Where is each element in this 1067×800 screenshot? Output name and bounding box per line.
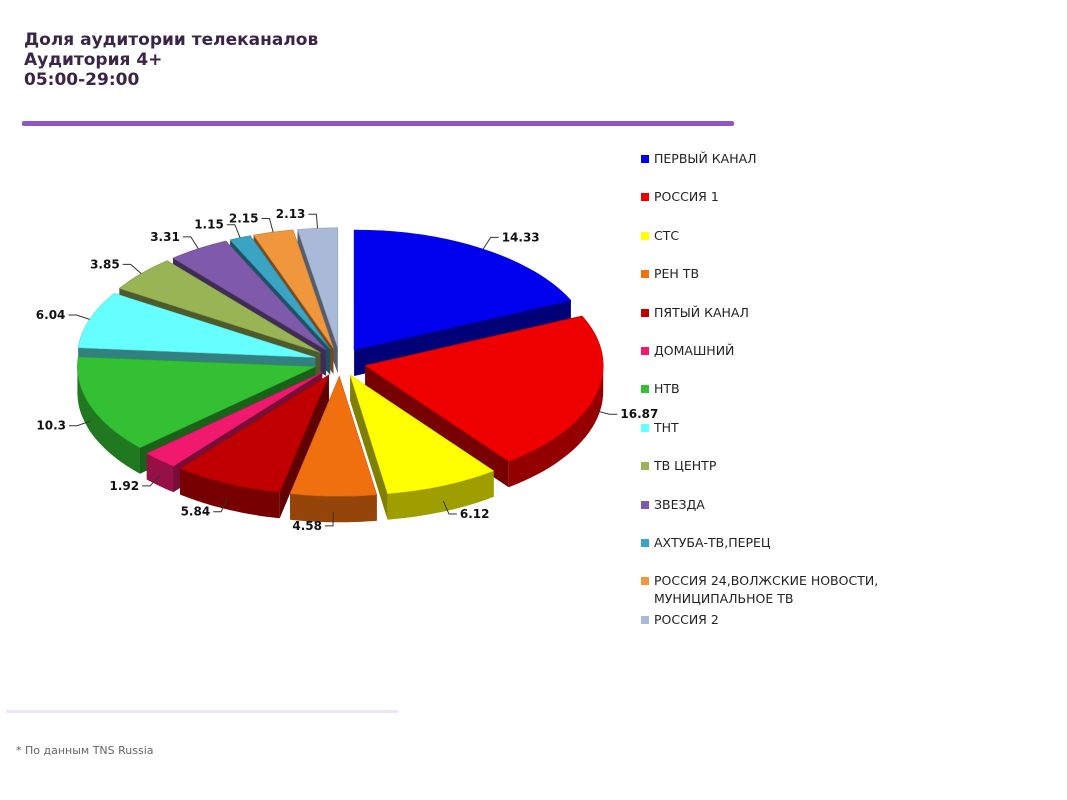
slice-4-top (179, 374, 330, 493)
data-label-6: 10.3 (36, 419, 66, 433)
slice-6-top (77, 356, 316, 449)
slice-1-wall-0 (508, 365, 604, 488)
data-label-9: 3.31 (150, 230, 180, 244)
data-label-7: 6.04 (36, 308, 66, 322)
slice-2-edge-1 (350, 375, 388, 520)
data-label-11: 2.15 (229, 212, 259, 226)
legend-swatch (641, 615, 649, 624)
legend-label: СТС (654, 227, 680, 243)
slice-2-wall-0 (387, 470, 494, 520)
legend-label: ТВ ЦЕНТР (654, 458, 717, 474)
leader-line-8 (122, 263, 142, 274)
legend-swatch (641, 347, 649, 355)
data-label-8: 3.85 (90, 257, 120, 271)
title-line-3: 05:00-29:00 (24, 70, 140, 90)
slice-12-top (297, 227, 339, 348)
slice-7-top (77, 292, 316, 358)
legend-label: АХТУБА-ТВ,ПЕРЕЦ (654, 535, 771, 550)
legend-label: ПЯТЫЙ КАНАЛ (654, 304, 749, 320)
title-divider (22, 121, 734, 126)
legend-swatch (641, 423, 649, 432)
data-label-5: 1.92 (109, 479, 139, 493)
legend-label: ДОМАШНИЙ (654, 343, 735, 358)
data-label-3: 4.58 (292, 519, 322, 533)
leader-line-7 (68, 314, 90, 320)
leader-line-9 (182, 236, 199, 249)
legend-swatch (641, 308, 649, 317)
slice-6-wall-0 (77, 366, 140, 474)
leader-line-6 (69, 420, 91, 427)
leader-line-11 (261, 218, 274, 233)
legend-label: РЕН ТВ (654, 266, 700, 282)
legend-label: РОССИЯ 24,ВОЛЖСКИЕ НОВОСТИ, МУНИЦИПАЛЬНО… (654, 573, 879, 607)
data-label-2: 6.12 (460, 507, 490, 521)
leader-line-10 (226, 224, 241, 238)
legend-swatch (641, 231, 649, 240)
pie-slices (77, 227, 604, 523)
leader-line-2 (442, 501, 457, 515)
legend-swatch (641, 193, 649, 202)
legend-swatch (641, 462, 649, 471)
data-label-10: 1.15 (194, 218, 224, 232)
slice-2-top (349, 374, 495, 495)
legend-swatch (641, 155, 649, 163)
legend-label: РОССИЯ 1 (654, 189, 719, 205)
chart-title: Доля аудитории телеканалов Аудитория 4+ … (24, 30, 318, 90)
slice-4-wall-0 (180, 468, 280, 519)
slice-2 (349, 374, 495, 520)
title-line-1: Доля аудитории телеканалов (24, 30, 319, 50)
slice-1-top (364, 315, 604, 462)
legend-label: ТНТ (654, 419, 679, 435)
legend-label: НТВ (654, 381, 680, 397)
data-label-12: 2.13 (276, 207, 306, 221)
slice-0-top (353, 229, 572, 351)
data-label-4: 5.84 (181, 505, 211, 519)
source-footnote: * По данным TNS Russia (16, 744, 154, 757)
legend-label: РОССИЯ 2 (654, 611, 719, 627)
title-line-2: Аудитория 4+ (24, 50, 163, 70)
slice-4-edge-0 (279, 374, 329, 519)
slice-4 (179, 374, 330, 519)
leader-line-0 (482, 236, 499, 250)
slice-3 (289, 375, 378, 523)
legend-label: ПЕРВЫЙ КАНАЛ (654, 151, 757, 166)
slice-9-top (172, 240, 327, 351)
leader-line-12 (308, 213, 318, 229)
legend-label: ЗВЕЗДА (654, 496, 705, 512)
legend-swatch (641, 500, 649, 509)
data-labels: 14.33 16.87 6.12 4.58 5.84 1.92 10.3 6.04 3.85 3.… (36, 207, 659, 533)
slice-3-wall-0 (290, 493, 377, 523)
slice-3-top (289, 375, 378, 497)
legend-swatch (641, 270, 649, 279)
legend-swatch (641, 385, 649, 394)
legend-swatch (641, 577, 649, 586)
leader-line-3 (325, 511, 334, 527)
slice-5-top (146, 372, 323, 467)
legend-swatch (641, 539, 649, 547)
data-label-0: 14.33 (502, 230, 540, 244)
data-label-1: 16.87 (620, 407, 658, 421)
leader-line-4 (213, 498, 228, 513)
leader-line-1 (595, 410, 618, 415)
leader-line-5 (142, 475, 161, 487)
footer-divider (6, 710, 398, 713)
